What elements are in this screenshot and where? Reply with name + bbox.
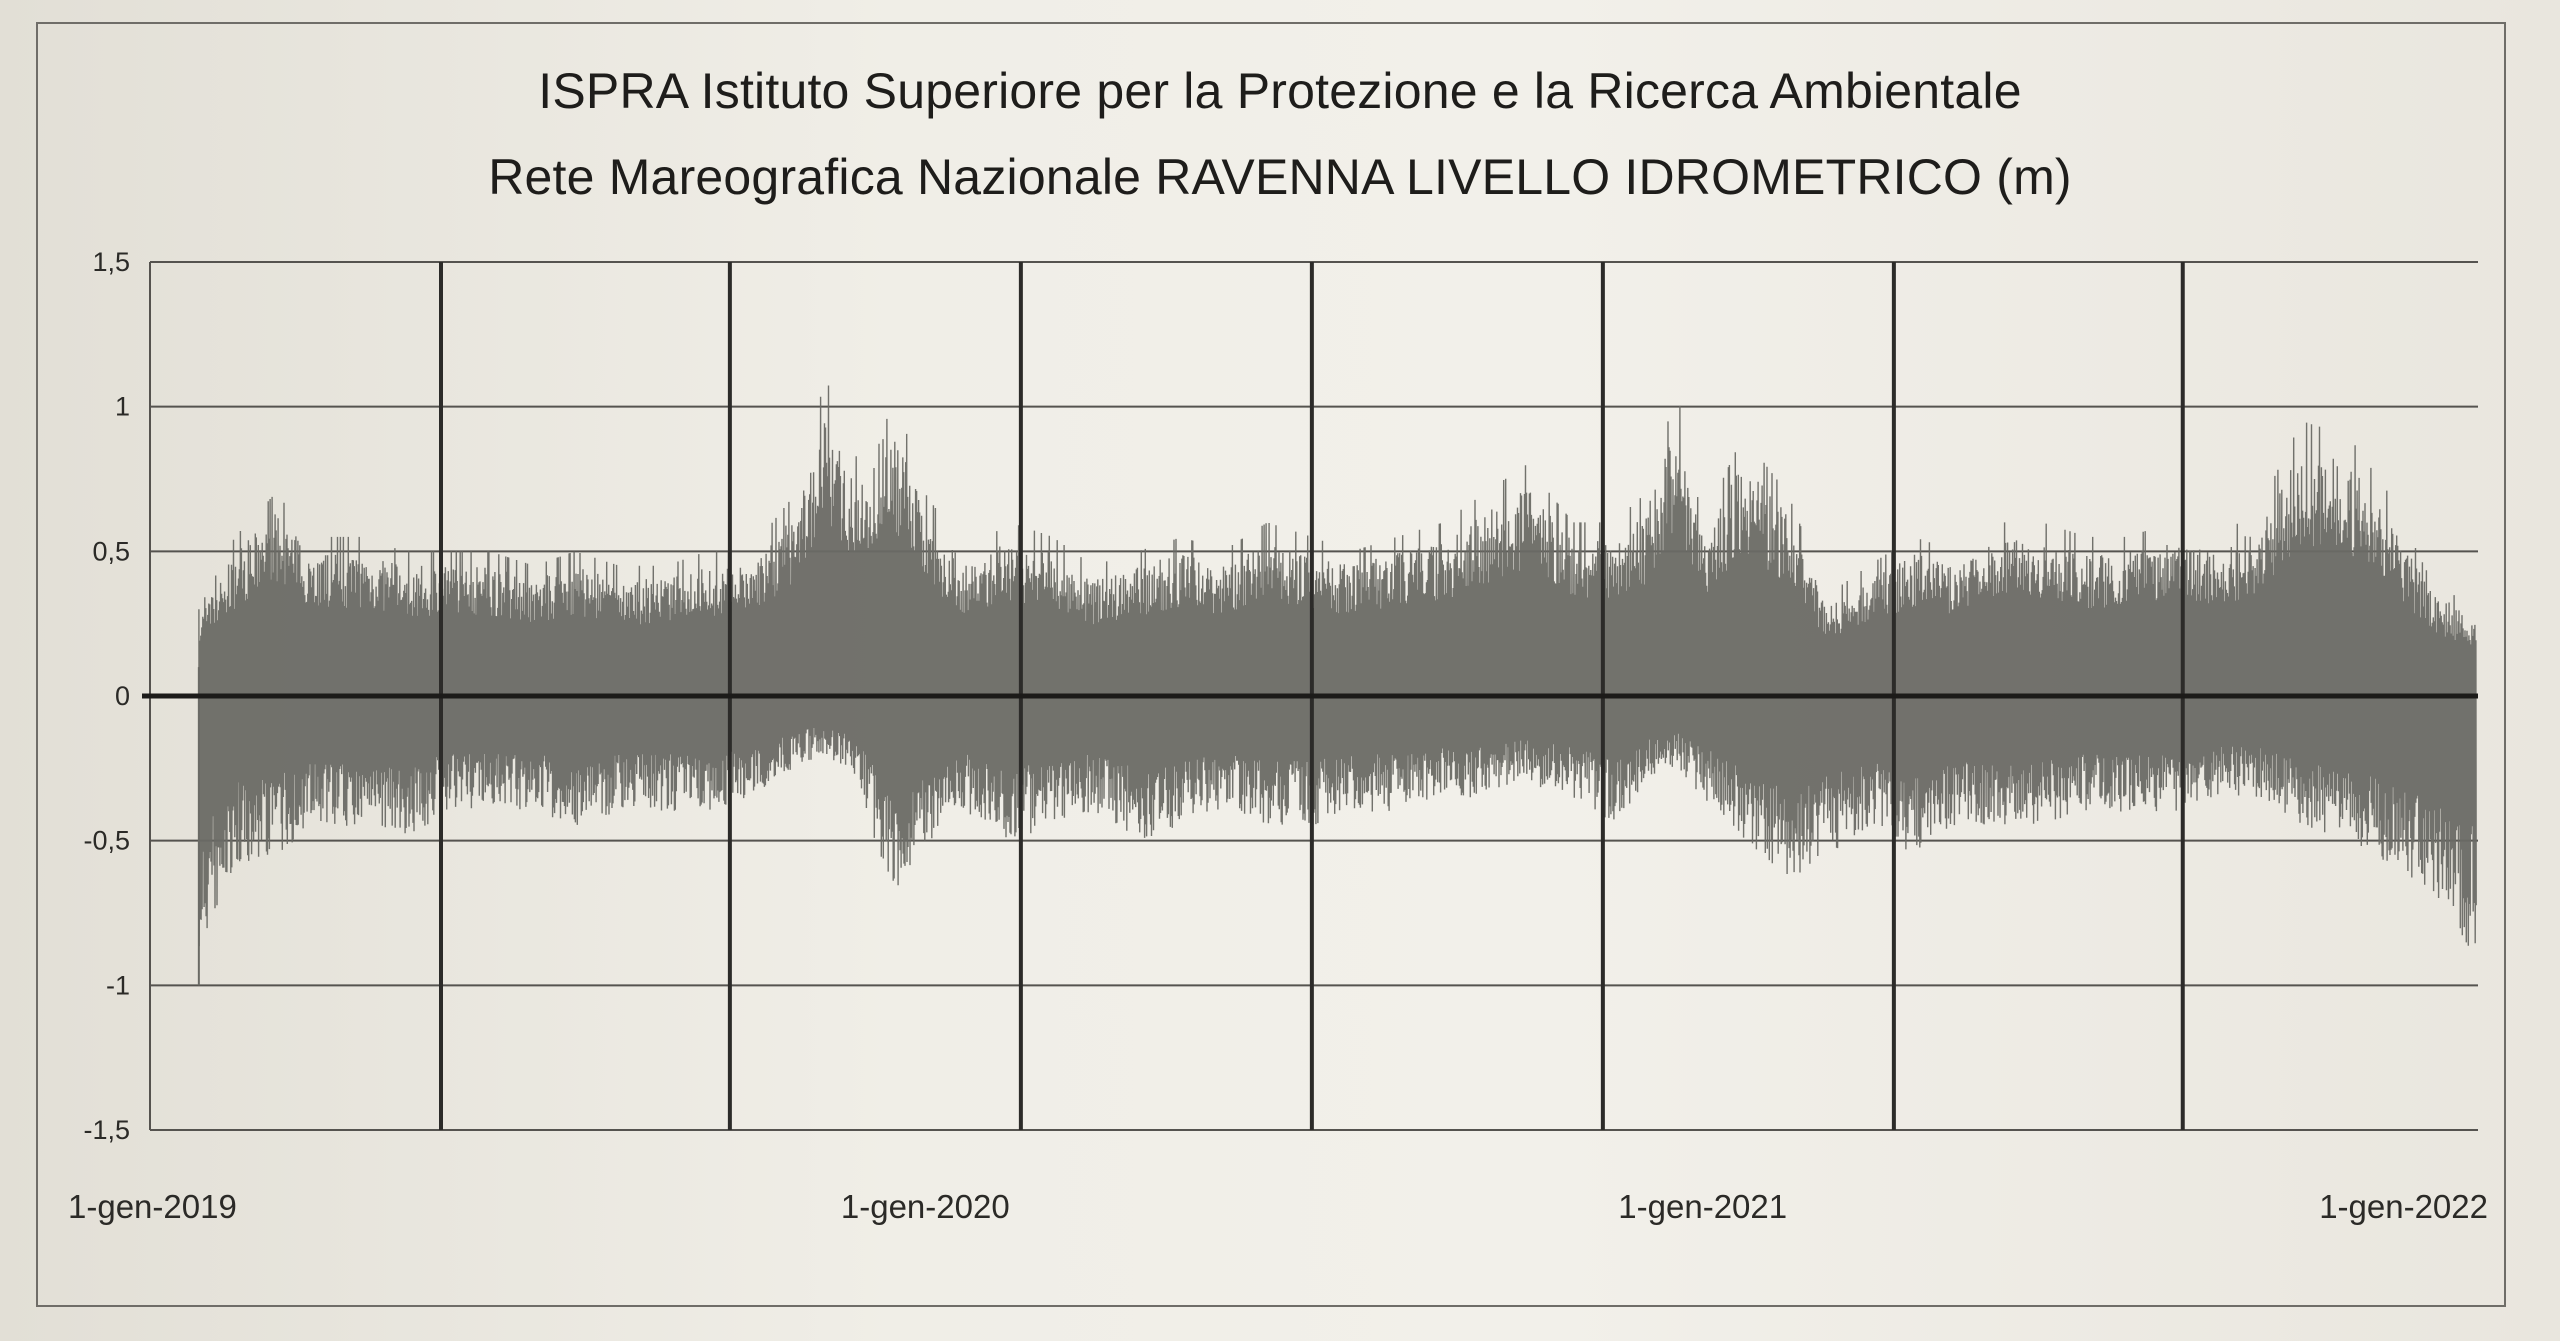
y-tick-label: 1,5 xyxy=(92,247,130,277)
x-tick-label: 1-gen-2019 xyxy=(68,1188,237,1225)
water-level-line xyxy=(198,385,2477,947)
y-tick-label: -1 xyxy=(106,970,130,1000)
y-tick-label: 0 xyxy=(115,681,130,711)
x-tick-label: 1-gen-2021 xyxy=(1618,1188,1787,1225)
x-tick-label: 1-gen-2022 xyxy=(2319,1188,2488,1225)
y-tick-label: 1 xyxy=(115,392,130,422)
y-tick-label: 0,5 xyxy=(92,536,130,566)
y-tick-label: -0,5 xyxy=(83,826,130,856)
x-axis-tick-labels: 1-gen-2019 1-gen-2020 1-gen-2021 1-gen-2022 xyxy=(68,1188,2488,1225)
y-tick-label: -1,5 xyxy=(83,1115,130,1145)
water-level-series xyxy=(197,385,2477,986)
chart-subtitle: Rete Mareografica Nazionale RAVENNA LIVE… xyxy=(488,149,2072,205)
y-axis-tick-labels: 1,5 1 0,5 0 -0,5 -1 -1,5 xyxy=(83,247,130,1145)
chart-title: ISPRA Istituto Superiore per la Protezio… xyxy=(538,63,2022,119)
chart-frame xyxy=(36,22,2506,1307)
x-tick-label: 1-gen-2020 xyxy=(841,1188,1010,1225)
